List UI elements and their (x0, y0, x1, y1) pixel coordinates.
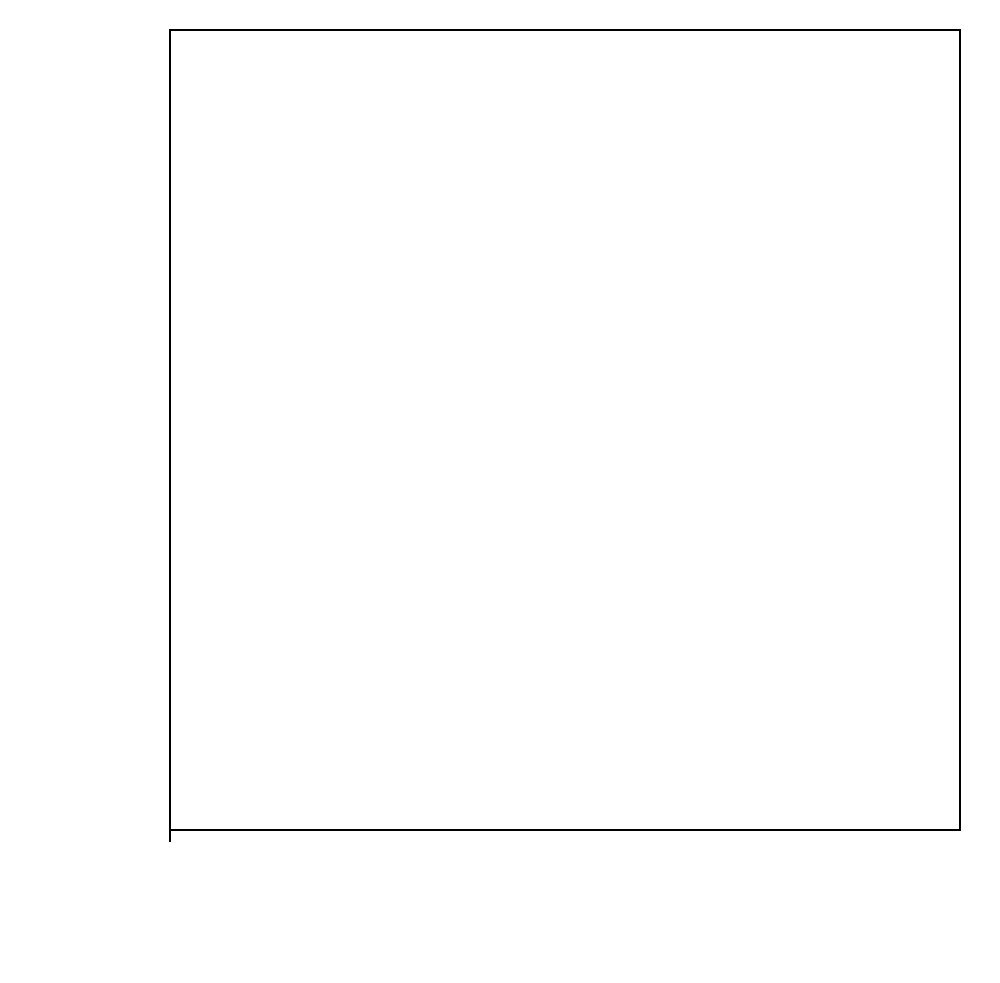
pressure-pv-chart (0, 0, 1000, 983)
